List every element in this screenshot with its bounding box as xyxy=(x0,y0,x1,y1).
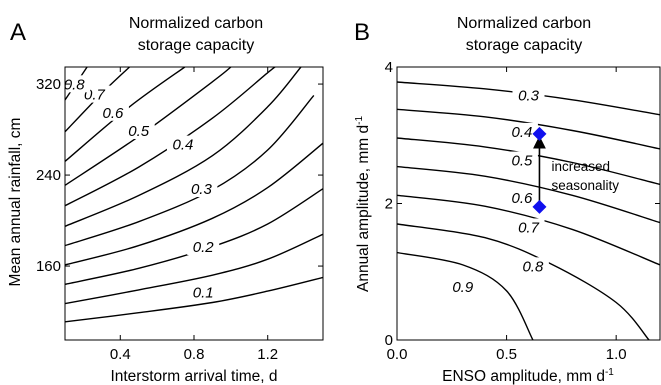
panel-a-y-tick-label: 320 xyxy=(36,76,61,93)
annotation-increased-seasonality-line-2: seasonality xyxy=(551,178,619,193)
panel-a-contour-label-bg xyxy=(187,238,220,255)
panel-a-contour-line-2 xyxy=(65,233,323,305)
panel-b-title-line-1: Normalized carbon xyxy=(457,15,591,32)
panel-a-ticks: 0.4 0.8 1.2 160 240 320 xyxy=(36,67,323,363)
panel-a-contour-line-9 xyxy=(65,67,186,162)
panel-b-x-axis-title: ENSO amplitude, mm d-1 xyxy=(442,367,614,385)
panel-a-contour-label: 0.6 xyxy=(102,105,124,122)
panel-a-plot-area: 0.10.20.30.40.50.60.70.8 xyxy=(64,67,323,323)
panel-a-contour-label-bg xyxy=(96,103,129,121)
panel-a-contour-label: 0.4 xyxy=(173,137,194,154)
panel-a-contour-line-8 xyxy=(65,67,232,186)
panel-a-title-line-1: Normalized carbon xyxy=(129,15,263,32)
panel-b-contour-line-5 xyxy=(397,194,660,266)
panel-a-x-axis-title: Interstorm arrival time, d xyxy=(110,368,277,385)
panel-b: B Normalized carbon storage capacity 0.3… xyxy=(354,15,661,385)
panel-a-title-line-2: storage capacity xyxy=(138,37,255,54)
panel-a-y-tick-label: 160 xyxy=(36,258,61,275)
panel-b-contour-label-bg xyxy=(505,151,538,169)
panel-a-contour-line-1 xyxy=(65,276,323,323)
panel-a-contour-label-bg xyxy=(122,121,155,139)
panel-b-contour-label-bg xyxy=(512,86,545,104)
panel-b-title-line-2: storage capacity xyxy=(466,37,583,54)
panel-a-x-tick-label: 0.4 xyxy=(110,346,131,363)
panel-b-contour-label: 0.7 xyxy=(518,219,540,236)
panel-a-contour-label-bg xyxy=(187,283,220,301)
panel-b-contour-label: 0.4 xyxy=(511,124,532,141)
panel-a-contour-line-4 xyxy=(65,142,323,266)
panel-label-b: B xyxy=(354,19,370,46)
panel-a-contour-label: 0.3 xyxy=(191,181,213,198)
panel-b-y-tick-label: 2 xyxy=(385,196,393,213)
panel-a-x-tick-label: 0.8 xyxy=(184,346,205,363)
diamond-marker-2 xyxy=(532,199,547,214)
annotation-increased-seasonality-line-1: increased xyxy=(551,159,610,174)
panel-b-x-tick-label: 1.0 xyxy=(606,346,627,363)
panel-b-contour-line-6 xyxy=(397,223,650,340)
diamond-marker-1 xyxy=(532,126,547,141)
panel-b-contour-label: 0.9 xyxy=(452,279,474,296)
panel-b-y-axis-title: Annual amplitude, mm d-1 xyxy=(354,116,372,292)
panel-a-y-axis-title: Mean annual rainfall, cm xyxy=(7,118,24,287)
panel-b-contour-label: 0.8 xyxy=(522,258,544,275)
panel-b-y-tick-label: 4 xyxy=(385,59,393,76)
panel-a-contour-label-bg xyxy=(65,75,91,93)
panel-b-plot-area: 0.3 0.4 0.5 0.6 0.7 0.8 0.9 increased seasonalit… xyxy=(397,81,660,340)
panel-a-y-tick-label: 240 xyxy=(36,167,61,184)
panel-label-a: A xyxy=(10,19,26,46)
panel-b-contour-label: 0.3 xyxy=(518,88,540,105)
panel-b-contour-label-bg xyxy=(516,257,549,275)
panel-a-contour-label: 0.8 xyxy=(64,76,86,93)
panel-b-contour-line-4 xyxy=(397,165,660,224)
panel-b-y-tick-label: 0 xyxy=(385,332,393,349)
panel-b-contour-label-bg xyxy=(446,277,479,295)
panel-b-contour-label-bg xyxy=(512,218,545,236)
panel-a-contour-line-7 xyxy=(65,67,276,207)
panel-a-contour-line-3 xyxy=(65,188,323,285)
panel-b-contour-label: 0.6 xyxy=(511,190,533,207)
panel-b-contour-label-bg xyxy=(505,189,538,207)
panel-b-x-tick-label: 0.0 xyxy=(387,346,408,363)
panel-a-contour-label-bg xyxy=(166,135,199,153)
panel-b-x-tick-label: 0.5 xyxy=(496,346,517,363)
panel-a-contour-label: 0.2 xyxy=(193,239,215,256)
panel-b-contour-label: 0.5 xyxy=(511,153,533,170)
panel-a-contour-line-6 xyxy=(65,67,302,227)
panel-a-contour-label: 0.1 xyxy=(193,285,214,302)
panel-b-ticks: 0.0 0.5 1.0 0 2 4 xyxy=(385,59,660,363)
panel-a-contour-label: 0.5 xyxy=(128,123,150,140)
panel-b-contour-label-bg xyxy=(505,122,538,140)
panel-b-contour-line-7 xyxy=(397,251,534,340)
panel-a-contour-label-bg xyxy=(185,179,218,197)
panel-a-x-tick-label: 1.2 xyxy=(257,346,278,363)
panel-a: A Normalized carbon storage capacity 0.1… xyxy=(7,15,324,385)
